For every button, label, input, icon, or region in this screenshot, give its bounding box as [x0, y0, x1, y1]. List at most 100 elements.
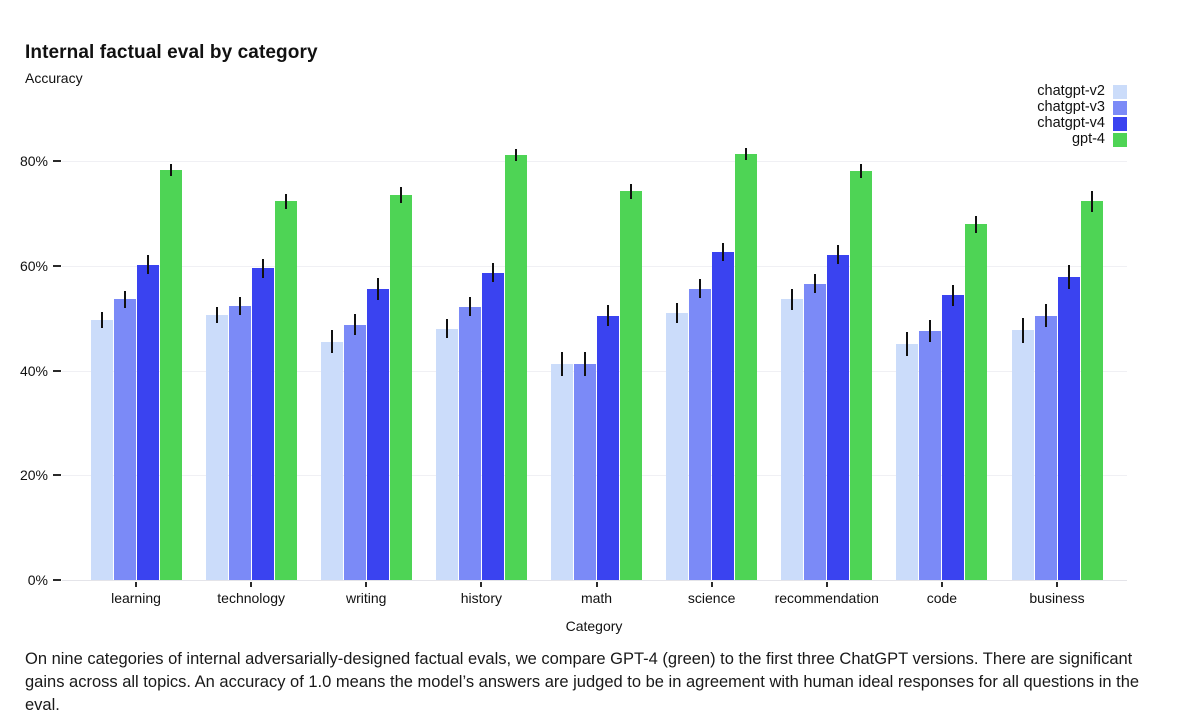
- error-bar: [215, 306, 218, 324]
- error-bar: [676, 302, 679, 323]
- bar-gpt-4: [620, 191, 642, 580]
- error-bar: [607, 304, 609, 327]
- legend-label: gpt-4: [1071, 131, 1105, 147]
- bar-chatgpt-v3: [343, 324, 366, 580]
- bar-chatgpt-v4: [1057, 276, 1080, 580]
- legend-swatch-icon: [1113, 84, 1127, 99]
- legend-label: chatgpt-v4: [1037, 115, 1105, 131]
- x-tick-mark: [595, 582, 598, 587]
- bar-gpt-4: [735, 154, 758, 580]
- bar-chatgpt-v3: [689, 288, 712, 580]
- error-bar: [722, 242, 725, 261]
- error-bar: [284, 193, 287, 209]
- y-tick-mark: [53, 369, 61, 372]
- y-tick-mark: [53, 579, 61, 581]
- error-bar: [123, 290, 126, 308]
- x-tick-mark: [710, 582, 713, 587]
- x-tick-label: technology: [217, 590, 285, 606]
- bar-chatgpt-v3: [458, 306, 481, 580]
- x-tick-label: math: [580, 590, 613, 606]
- bar-chatgpt-v2: [896, 343, 919, 580]
- bar-gpt-4: [504, 155, 527, 580]
- error-bar: [929, 319, 932, 342]
- bar-chatgpt-v4: [597, 315, 619, 580]
- legend-item-chatgpt-v2: chatgpt-v2: [1037, 84, 1127, 99]
- error-bar: [1067, 264, 1070, 289]
- bar-chatgpt-v3: [228, 306, 251, 580]
- bar-chatgpt-v2: [781, 299, 804, 580]
- bar-gpt-4: [389, 195, 412, 580]
- x-tick-label: history: [460, 590, 502, 606]
- legend-label: chatgpt-v2: [1037, 83, 1105, 99]
- bar-chatgpt-v3: [574, 363, 596, 580]
- bar-chatgpt-v3: [919, 330, 942, 580]
- bar-chatgpt-v4: [251, 268, 274, 580]
- x-axis-line: [62, 580, 1127, 581]
- bar-gpt-4: [1080, 201, 1103, 580]
- x-tick-mark: [1056, 582, 1058, 587]
- bar-chatgpt-v2: [666, 312, 689, 580]
- y-tick-label: 20%: [19, 467, 48, 484]
- x-tick-label: learning: [111, 590, 161, 606]
- error-bar: [100, 311, 103, 328]
- error-bar: [353, 314, 356, 336]
- error-bar: [584, 351, 586, 376]
- error-bar: [630, 183, 632, 200]
- error-bar: [1021, 317, 1024, 343]
- chart-title: Internal factual eval by category: [25, 42, 318, 63]
- bar-chatgpt-v4: [942, 295, 965, 580]
- gridline: [62, 265, 1127, 267]
- bar-chatgpt-v2: [90, 319, 113, 580]
- y-tick-mark: [53, 160, 61, 162]
- bar-gpt-4: [274, 201, 297, 580]
- bar-chatgpt-v4: [136, 264, 159, 580]
- bar-chatgpt-v3: [113, 299, 136, 580]
- error-bar: [561, 351, 563, 376]
- error-bar: [837, 245, 840, 265]
- error-bar: [445, 319, 448, 339]
- x-tick-mark: [940, 582, 943, 587]
- x-tick-mark: [825, 582, 828, 587]
- legend-item-gpt-4: gpt-4: [1037, 132, 1127, 147]
- legend-swatch-icon: [1113, 116, 1127, 131]
- x-tick-label: code: [926, 590, 958, 606]
- bar-chatgpt-v4: [481, 272, 504, 580]
- error-bar: [699, 279, 702, 299]
- bar-chatgpt-v3: [1034, 315, 1057, 580]
- y-tick-mark: [53, 474, 61, 477]
- error-bar: [514, 149, 517, 161]
- gridline: [62, 161, 1127, 162]
- y-tick-label: 0%: [27, 572, 48, 588]
- y-axis-title: Accuracy: [25, 70, 83, 86]
- x-tick-label: science: [687, 590, 736, 606]
- bar-chatgpt-v2: [435, 328, 458, 580]
- y-tick-label: 40%: [19, 362, 48, 379]
- bar-chatgpt-v2: [1011, 330, 1034, 580]
- error-bar: [906, 331, 909, 356]
- error-bar: [169, 164, 172, 176]
- error-bar: [399, 186, 402, 204]
- bar-gpt-4: [965, 224, 988, 580]
- error-bar: [468, 297, 471, 317]
- bar-chatgpt-v2: [551, 363, 573, 580]
- x-tick-label: business: [1029, 590, 1085, 606]
- error-bar: [330, 330, 333, 354]
- x-tick-mark: [250, 582, 253, 587]
- error-bar: [791, 288, 794, 310]
- legend-swatch-icon: [1113, 100, 1127, 115]
- legend: chatgpt-v2 chatgpt-v3 chatgpt-v4 gpt-4: [1037, 84, 1127, 147]
- error-bar: [745, 148, 748, 160]
- error-bar: [1090, 190, 1093, 212]
- bar-chatgpt-v3: [804, 283, 827, 580]
- x-axis-title: Category: [565, 618, 623, 634]
- x-tick-label: recommendation: [774, 590, 879, 606]
- error-bar: [860, 164, 863, 178]
- error-bar: [146, 255, 149, 275]
- bar-gpt-4: [850, 170, 873, 580]
- error-bar: [261, 258, 264, 278]
- legend-item-chatgpt-v3: chatgpt-v3: [1037, 100, 1127, 115]
- error-bar: [814, 273, 817, 294]
- error-bar: [952, 284, 955, 306]
- bar-chatgpt-v4: [827, 254, 850, 580]
- error-bar: [238, 297, 241, 315]
